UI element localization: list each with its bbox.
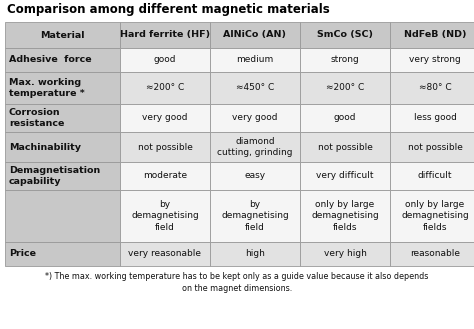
Bar bbox=[300, 132, 390, 162]
Text: SmCo (SC): SmCo (SC) bbox=[317, 31, 373, 39]
Text: ≈80° C: ≈80° C bbox=[419, 84, 451, 92]
Text: only by large
demagnetising
fields: only by large demagnetising fields bbox=[311, 200, 379, 232]
Text: Material: Material bbox=[40, 31, 85, 39]
Text: strong: strong bbox=[331, 56, 359, 64]
Text: ≈200° C: ≈200° C bbox=[146, 84, 184, 92]
Text: Adhesive  force: Adhesive force bbox=[9, 56, 91, 64]
Text: NdFeB (ND): NdFeB (ND) bbox=[404, 31, 466, 39]
Text: very good: very good bbox=[142, 114, 188, 122]
Bar bbox=[5, 162, 120, 190]
Text: Hard ferrite (HF): Hard ferrite (HF) bbox=[120, 31, 210, 39]
Text: very strong: very strong bbox=[409, 56, 461, 64]
Bar bbox=[5, 104, 120, 132]
Bar bbox=[120, 242, 210, 266]
Bar bbox=[5, 242, 120, 266]
Text: not possible: not possible bbox=[318, 142, 373, 151]
Bar bbox=[210, 72, 300, 104]
Bar bbox=[5, 72, 120, 104]
Bar bbox=[300, 22, 390, 48]
Bar bbox=[300, 72, 390, 104]
Bar bbox=[5, 190, 120, 242]
Bar bbox=[210, 162, 300, 190]
Bar bbox=[120, 132, 210, 162]
Bar bbox=[210, 242, 300, 266]
Bar bbox=[300, 104, 390, 132]
Text: Comparison among different magnetic materials: Comparison among different magnetic mate… bbox=[7, 3, 330, 16]
Bar bbox=[390, 72, 474, 104]
Text: easy: easy bbox=[245, 171, 265, 181]
Text: very reasonable: very reasonable bbox=[128, 249, 201, 259]
Bar bbox=[210, 48, 300, 72]
Bar bbox=[390, 104, 474, 132]
Text: *) The max. working temperature has to be kept only as a guide value because it : *) The max. working temperature has to b… bbox=[46, 272, 428, 293]
Bar bbox=[300, 242, 390, 266]
Text: good: good bbox=[154, 56, 176, 64]
Text: diamond
cutting, grinding: diamond cutting, grinding bbox=[217, 137, 293, 157]
Text: ≈450° C: ≈450° C bbox=[236, 84, 274, 92]
Text: moderate: moderate bbox=[143, 171, 187, 181]
Bar bbox=[390, 22, 474, 48]
Text: medium: medium bbox=[237, 56, 273, 64]
Bar bbox=[120, 162, 210, 190]
Text: Max. working
temperature *: Max. working temperature * bbox=[9, 78, 85, 98]
Text: Corrosion
resistance: Corrosion resistance bbox=[9, 108, 64, 128]
Text: not possible: not possible bbox=[408, 142, 463, 151]
Text: very good: very good bbox=[232, 114, 278, 122]
Text: ≈200° C: ≈200° C bbox=[326, 84, 364, 92]
Bar bbox=[5, 48, 120, 72]
Text: by
demagnetising
field: by demagnetising field bbox=[221, 200, 289, 232]
Bar bbox=[120, 48, 210, 72]
Text: less good: less good bbox=[413, 114, 456, 122]
Bar bbox=[300, 162, 390, 190]
Bar bbox=[210, 22, 300, 48]
Text: by
demagnetising
field: by demagnetising field bbox=[131, 200, 199, 232]
Text: Price: Price bbox=[9, 249, 36, 259]
Bar bbox=[300, 190, 390, 242]
Bar bbox=[120, 104, 210, 132]
Bar bbox=[390, 132, 474, 162]
Text: very difficult: very difficult bbox=[316, 171, 374, 181]
Bar bbox=[390, 190, 474, 242]
Bar bbox=[5, 22, 120, 48]
Bar bbox=[210, 190, 300, 242]
Text: very high: very high bbox=[324, 249, 366, 259]
Text: difficult: difficult bbox=[418, 171, 452, 181]
Text: high: high bbox=[245, 249, 265, 259]
Text: only by large
demagnetising
fields: only by large demagnetising fields bbox=[401, 200, 469, 232]
Text: reasonable: reasonable bbox=[410, 249, 460, 259]
Bar bbox=[5, 132, 120, 162]
Bar bbox=[120, 72, 210, 104]
Bar bbox=[210, 104, 300, 132]
Text: Machinability: Machinability bbox=[9, 142, 81, 151]
Bar bbox=[390, 162, 474, 190]
Bar bbox=[210, 132, 300, 162]
Text: not possible: not possible bbox=[137, 142, 192, 151]
Bar bbox=[120, 22, 210, 48]
Bar bbox=[390, 242, 474, 266]
Text: AlNiCo (AN): AlNiCo (AN) bbox=[224, 31, 286, 39]
Bar bbox=[120, 190, 210, 242]
Text: good: good bbox=[334, 114, 356, 122]
Text: Demagnetisation
capability: Demagnetisation capability bbox=[9, 166, 100, 186]
Bar bbox=[390, 48, 474, 72]
Bar bbox=[300, 48, 390, 72]
